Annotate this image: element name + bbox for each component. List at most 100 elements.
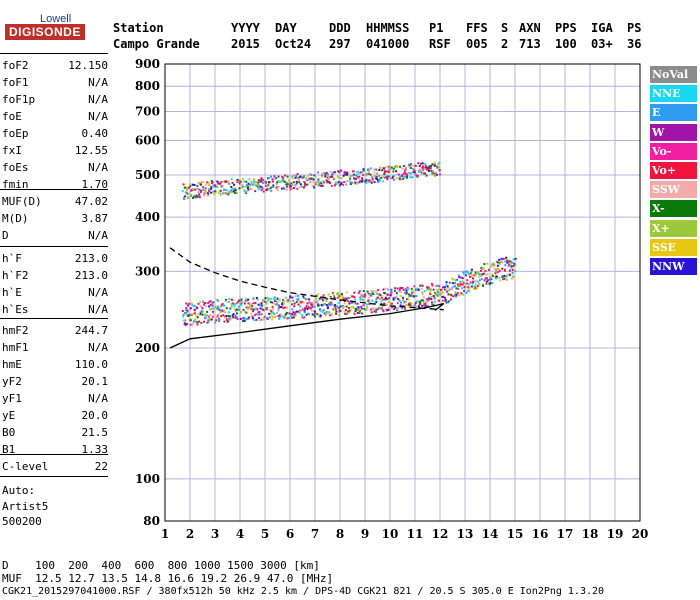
x-tick-label: 11 xyxy=(407,527,424,541)
f-multihop-echo xyxy=(256,185,259,188)
f-region-echo xyxy=(297,299,300,302)
f-multihop-echo xyxy=(420,168,423,171)
f-multihop-echo xyxy=(377,181,380,184)
y-tick-label: 700 xyxy=(135,104,160,118)
f-region-echo xyxy=(510,266,513,269)
f-region-echo xyxy=(436,284,439,287)
f-region-echo xyxy=(493,264,496,267)
f-multihop-echo xyxy=(318,182,321,185)
f-multihop-echo xyxy=(290,182,293,185)
header-label-s: S xyxy=(501,21,509,35)
f-multihop-echo xyxy=(369,179,372,182)
f-multihop-echo xyxy=(227,190,230,193)
f-multihop-echo xyxy=(298,181,301,184)
f-region-echo xyxy=(257,311,260,314)
f-region-echo xyxy=(182,319,185,322)
f-region-echo xyxy=(469,281,472,284)
f-multihop-echo xyxy=(333,184,336,187)
header-label-ffs: FFS xyxy=(466,21,488,35)
header-value-pps: 100 xyxy=(555,37,577,51)
f-multihop-echo xyxy=(189,183,192,186)
f-multihop-echo xyxy=(211,182,214,185)
f-region-echo xyxy=(405,291,408,294)
f-region-echo xyxy=(381,305,384,308)
f-region-echo xyxy=(374,311,377,314)
f-region-echo xyxy=(402,305,405,308)
f-multihop-echo xyxy=(422,167,425,170)
f-multihop-echo xyxy=(322,172,325,175)
separator xyxy=(0,189,108,190)
f-region-echo xyxy=(478,283,481,286)
param-name: hmE xyxy=(2,358,22,371)
f-region-echo xyxy=(286,299,289,302)
param-value: N/A xyxy=(88,161,108,174)
f-multihop-echo xyxy=(373,175,376,178)
f-region-echo xyxy=(370,292,373,295)
f-region-echo xyxy=(406,286,409,289)
f-region-echo xyxy=(304,298,307,301)
f-region-echo xyxy=(470,268,473,271)
f-region-echo xyxy=(258,316,261,319)
f-region-echo xyxy=(476,280,479,283)
legend-item-sse: SSE xyxy=(650,238,697,256)
f-region-echo xyxy=(384,298,387,301)
f-region-echo xyxy=(274,298,277,301)
header-label-day: DAY xyxy=(275,21,297,35)
param-row-ye: yE 20.0 xyxy=(2,409,108,425)
f-multihop-echo xyxy=(358,177,361,180)
f-multihop-echo xyxy=(254,190,257,193)
f-region-echo xyxy=(417,288,420,291)
ionogram-chart: 1 2 3 4 5 6 7 8 9 10 11 12 13 14 15 16 17 18 19 20 80100200… xyxy=(135,57,648,541)
f-multihop-echo xyxy=(404,168,407,171)
f-region-echo xyxy=(251,315,254,318)
f-multihop-echo xyxy=(393,178,396,181)
f-region-echo xyxy=(271,307,274,310)
x-tick-label: 19 xyxy=(607,527,624,541)
f-region-echo xyxy=(350,294,353,297)
f-multihop-echo xyxy=(438,161,441,164)
f-multihop-echo xyxy=(221,185,224,188)
f-region-echo xyxy=(390,291,393,294)
f-region-echo xyxy=(474,273,477,276)
f-multihop-echo xyxy=(267,181,270,184)
f-multihop-echo xyxy=(196,184,199,187)
f-region-echo xyxy=(258,311,261,314)
f-multihop-echo xyxy=(330,184,333,187)
f-region-echo xyxy=(445,301,448,304)
f-region-echo xyxy=(473,274,476,277)
x-tick-label: 14 xyxy=(482,527,499,541)
f-multihop-echo xyxy=(243,190,246,193)
f-region-echo xyxy=(441,296,444,299)
param-value: 20.1 xyxy=(81,375,109,388)
f-region-echo xyxy=(438,288,441,291)
f-region-echo xyxy=(362,304,365,307)
f-region-echo xyxy=(389,294,392,297)
x-tick-label: 18 xyxy=(582,527,599,541)
f-multihop-echo xyxy=(275,187,278,190)
f-multihop-echo xyxy=(252,183,255,186)
f-region-echo xyxy=(478,276,481,279)
f-multihop-echo xyxy=(349,175,352,178)
f-multihop-echo xyxy=(186,192,189,195)
f-region-echo xyxy=(427,285,430,288)
f-multihop-echo xyxy=(219,193,222,196)
param-name: hmF2 xyxy=(2,324,29,337)
f-region-echo xyxy=(289,300,292,303)
f-region-echo xyxy=(322,299,325,302)
f-region-echo xyxy=(267,299,270,302)
f-region-echo xyxy=(215,319,218,322)
y-tick-label: 500 xyxy=(135,168,160,182)
f-region-echo xyxy=(508,269,511,272)
f-multihop-echo xyxy=(361,179,364,182)
x-tick-label: 4 xyxy=(236,527,244,541)
f-region-echo xyxy=(474,287,477,290)
f-region-echo xyxy=(281,301,284,304)
f-multihop-echo xyxy=(230,191,233,194)
f-multihop-echo xyxy=(346,173,349,176)
f-region-echo xyxy=(313,314,316,317)
f-region-echo xyxy=(206,314,209,317)
f-region-echo xyxy=(422,304,425,307)
f-region-echo xyxy=(333,296,336,299)
f-region-echo xyxy=(343,310,346,313)
